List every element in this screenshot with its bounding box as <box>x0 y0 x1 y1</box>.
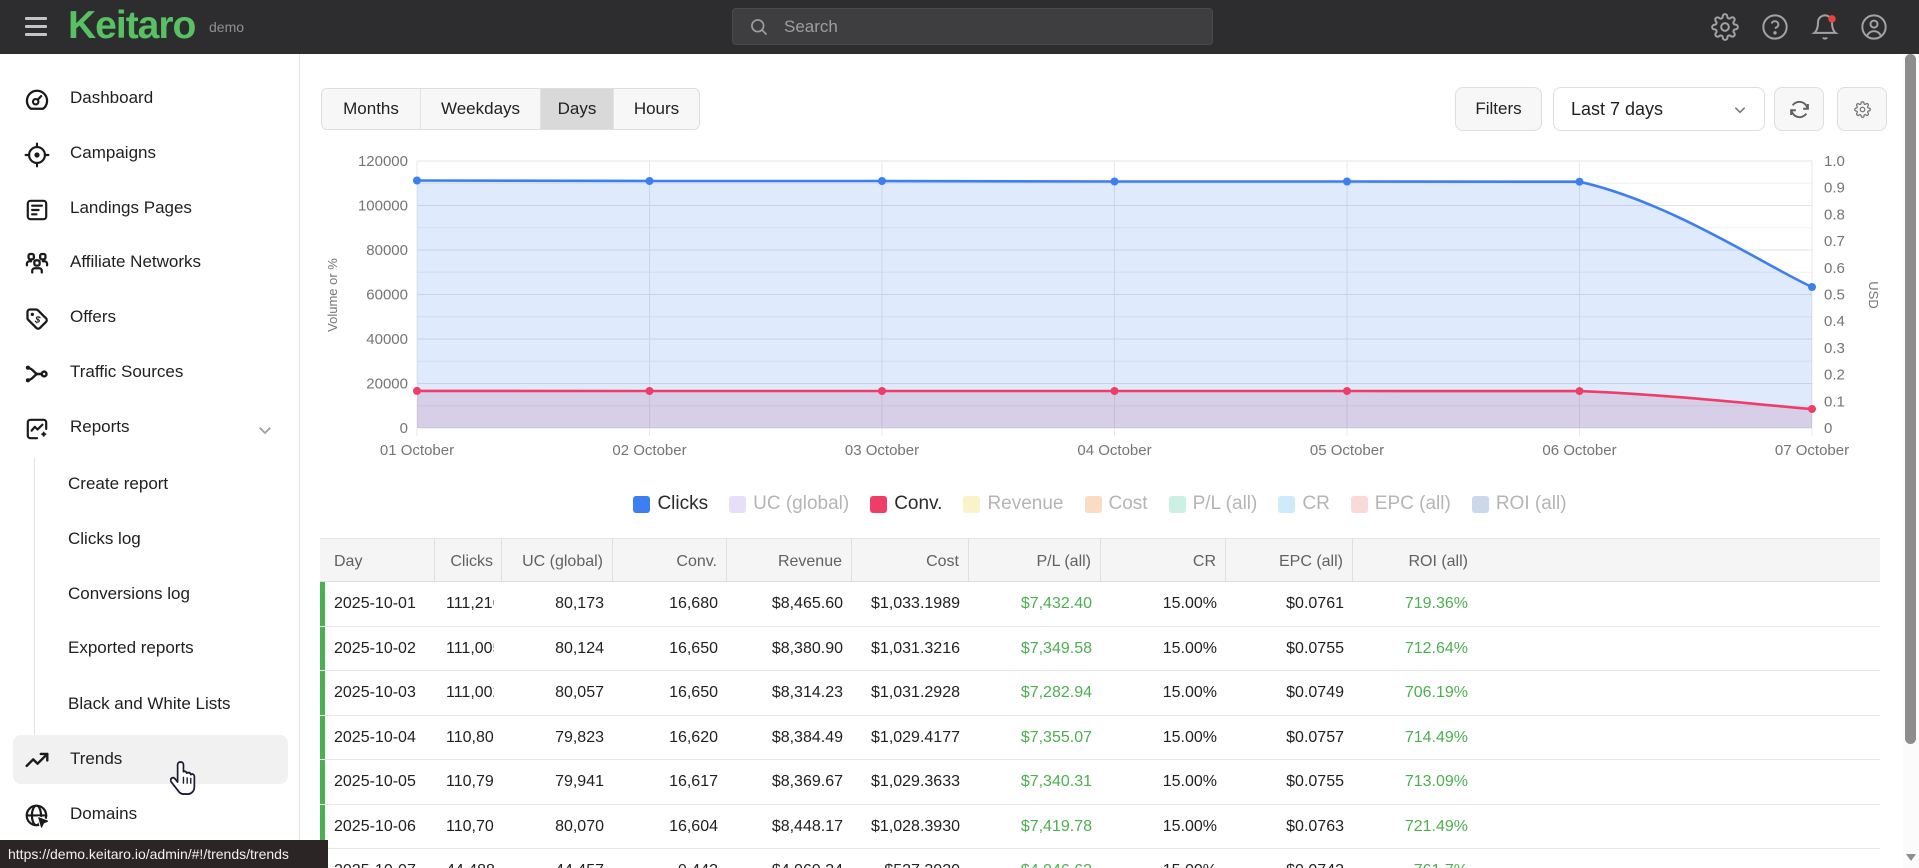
svg-text:0.7: 0.7 <box>1824 233 1845 250</box>
svg-text:1.0: 1.0 <box>1824 153 1845 170</box>
svg-text:80000: 80000 <box>366 242 408 259</box>
svg-text:60000: 60000 <box>366 287 408 304</box>
svg-text:Volume or %: Volume or % <box>325 258 340 332</box>
svg-text:USD: USD <box>1866 281 1881 308</box>
svg-text:0.4: 0.4 <box>1824 313 1845 330</box>
svg-text:02 October: 02 October <box>612 442 686 459</box>
svg-text:20000: 20000 <box>366 376 408 393</box>
svg-text:0.9: 0.9 <box>1824 180 1845 197</box>
svg-text:0: 0 <box>1824 420 1832 437</box>
svg-text:0.6: 0.6 <box>1824 260 1845 277</box>
svg-text:0.1: 0.1 <box>1824 393 1845 410</box>
svg-text:07 October: 07 October <box>1775 442 1849 459</box>
svg-text:06 October: 06 October <box>1542 442 1616 459</box>
svg-text:05 October: 05 October <box>1310 442 1384 459</box>
svg-text:40000: 40000 <box>366 331 408 348</box>
svg-text:0.5: 0.5 <box>1824 287 1845 304</box>
svg-text:0.3: 0.3 <box>1824 340 1845 357</box>
svg-text:120000: 120000 <box>358 153 408 170</box>
svg-text:03 October: 03 October <box>845 442 919 459</box>
svg-text:0.8: 0.8 <box>1824 206 1845 223</box>
svg-text:01 October: 01 October <box>380 442 454 459</box>
svg-text:0: 0 <box>400 420 408 437</box>
svg-text:$: $ <box>33 314 41 326</box>
svg-text:04 October: 04 October <box>1077 442 1151 459</box>
svg-text:100000: 100000 <box>358 198 408 215</box>
svg-text:0.2: 0.2 <box>1824 367 1845 384</box>
